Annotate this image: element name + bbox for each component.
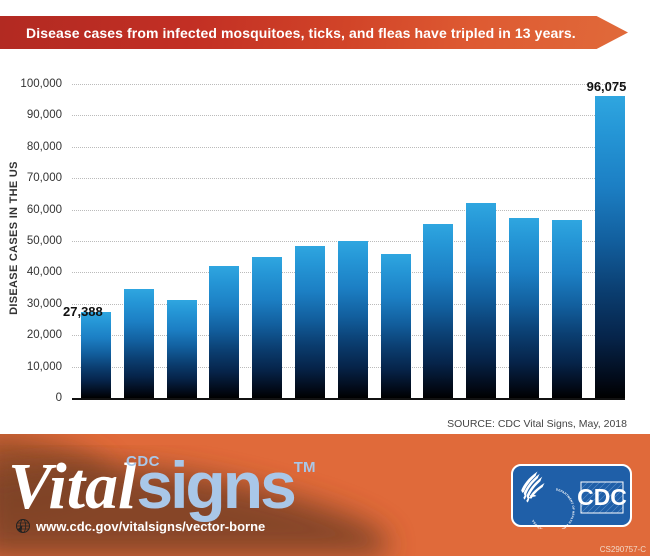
svg-text:DEPARTMENT OF HEALTH & HUMAN S: DEPARTMENT OF HEALTH & HUMAN SERVICES US…	[531, 487, 576, 529]
svg-text:CDC: CDC	[577, 484, 627, 510]
